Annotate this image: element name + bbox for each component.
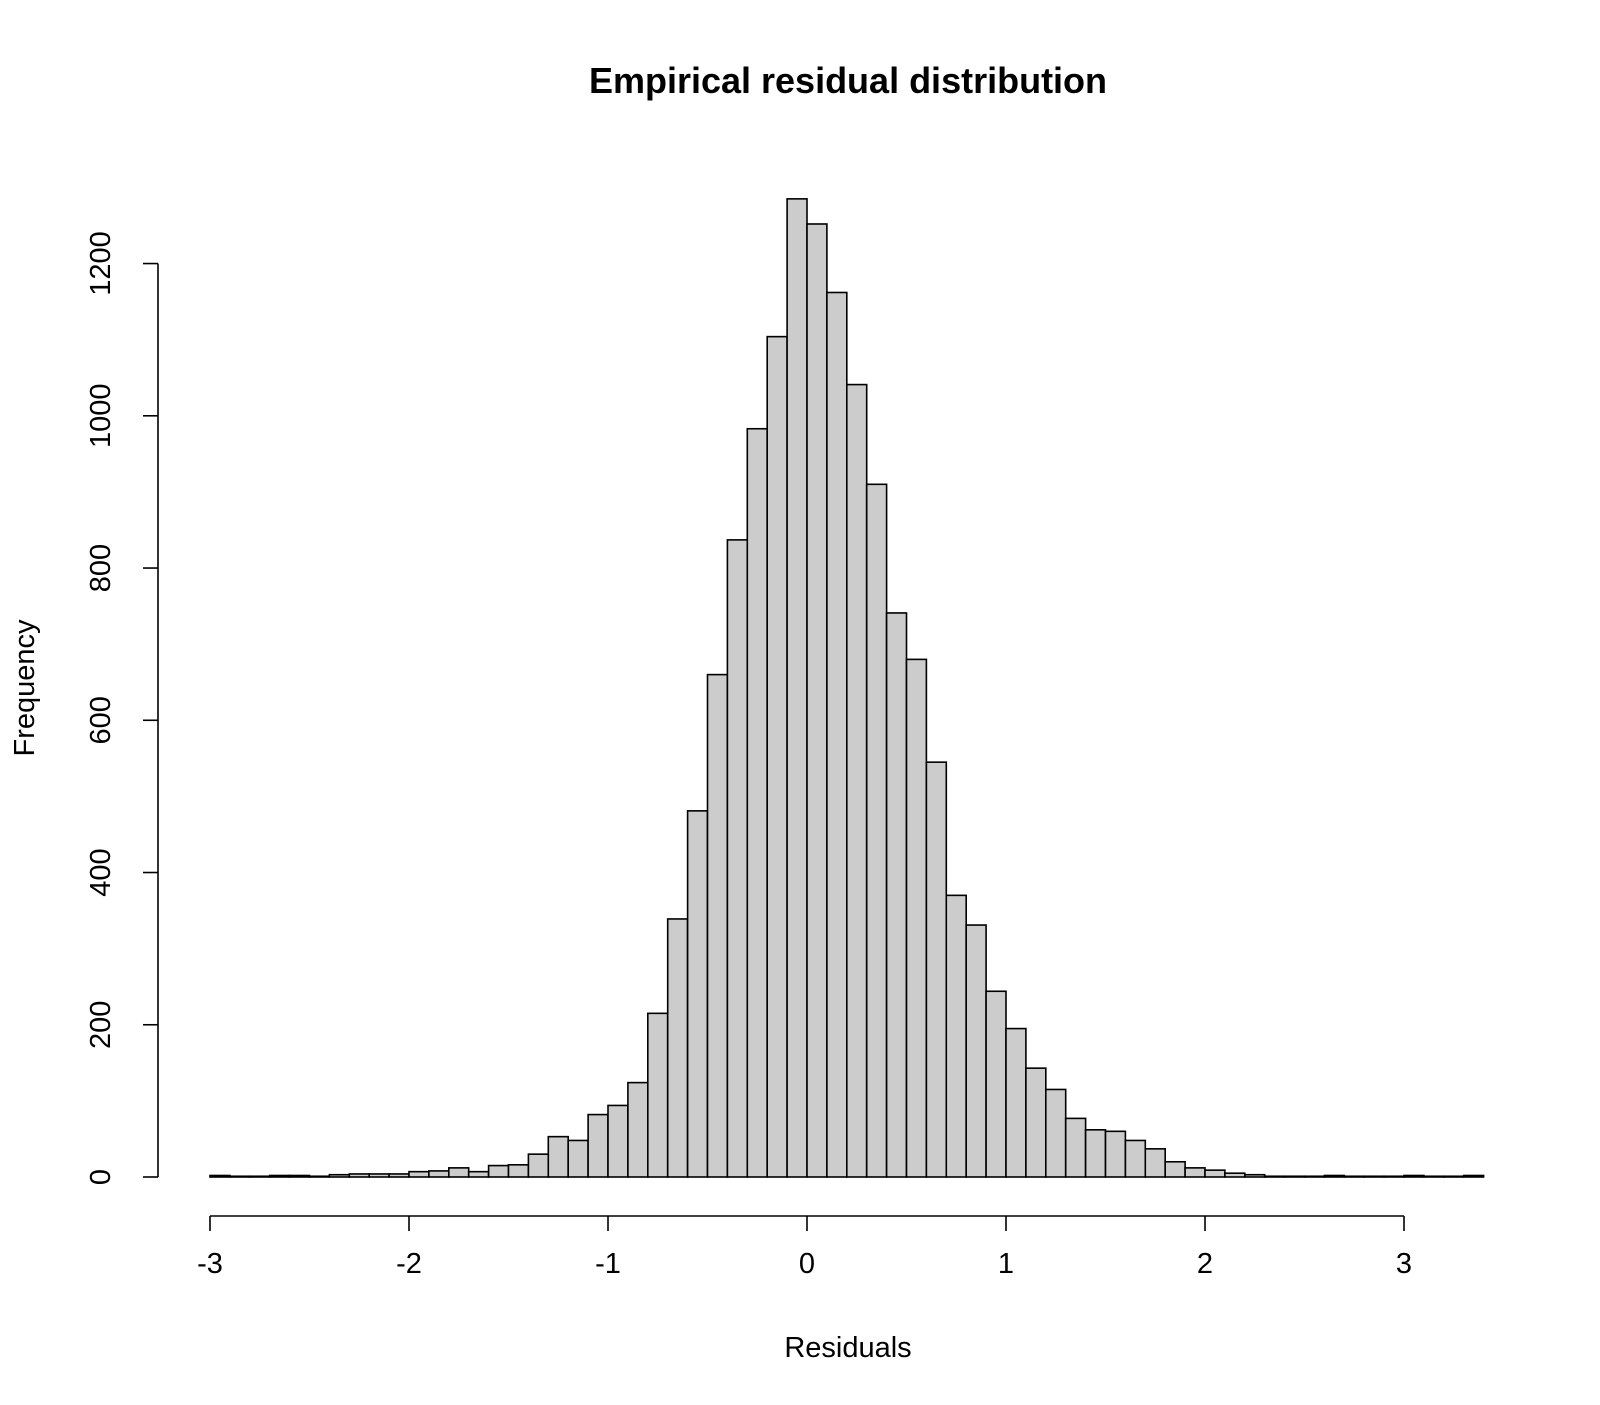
histogram-bar bbox=[806, 223, 828, 1178]
x-tick-label: -2 bbox=[396, 1248, 422, 1280]
histogram-bar bbox=[1443, 1175, 1465, 1178]
y-tick-label: 400 bbox=[85, 848, 117, 896]
histogram-bar bbox=[786, 198, 808, 1178]
histogram-bar bbox=[1363, 1175, 1385, 1178]
histogram-bar bbox=[666, 918, 689, 1178]
histogram-bar bbox=[587, 1113, 609, 1178]
histogram-bar bbox=[945, 894, 967, 1178]
histogram-bar bbox=[1343, 1175, 1366, 1178]
y-tick-label: 800 bbox=[85, 544, 117, 592]
histogram-bar bbox=[1005, 1027, 1027, 1178]
x-axis-title: Residuals bbox=[784, 1332, 911, 1364]
histogram-bar bbox=[706, 673, 729, 1178]
y-axis-title: Frequency bbox=[9, 619, 41, 757]
histogram-bar bbox=[1025, 1067, 1047, 1178]
x-tick-label: 2 bbox=[1197, 1248, 1213, 1280]
histogram-bar bbox=[1064, 1117, 1087, 1178]
y-tick-label: 0 bbox=[85, 1169, 117, 1185]
x-axis: -3 -2 -1 0 1 2 3 bbox=[197, 1215, 1412, 1280]
histogram-bar bbox=[726, 539, 749, 1178]
histogram-bar bbox=[646, 1012, 669, 1178]
histogram-bar bbox=[905, 658, 928, 1178]
histogram-bar bbox=[627, 1081, 649, 1178]
x-tick-label: 0 bbox=[799, 1248, 815, 1280]
y-tick-label: 1200 bbox=[85, 231, 117, 296]
histogram-bar bbox=[845, 383, 868, 1178]
histogram-bar bbox=[607, 1104, 629, 1178]
histogram-bar bbox=[1462, 1174, 1485, 1178]
histogram-bar bbox=[249, 1175, 271, 1178]
histogram-bar bbox=[1263, 1175, 1286, 1178]
histogram-bar bbox=[1164, 1160, 1186, 1178]
histogram-bar bbox=[308, 1175, 331, 1178]
x-tick-label: -1 bbox=[595, 1248, 621, 1280]
histogram-bar bbox=[229, 1175, 251, 1178]
histogram-bar bbox=[567, 1139, 589, 1178]
histogram-bar bbox=[527, 1153, 550, 1178]
histogram-bar bbox=[268, 1174, 291, 1178]
histogram-bar bbox=[1423, 1175, 1445, 1178]
histogram-bars bbox=[209, 198, 1485, 1178]
y-axis: 0 200 400 600 800 1000 1200 bbox=[85, 231, 159, 1185]
histogram-bar bbox=[388, 1173, 410, 1178]
histogram-bar bbox=[547, 1135, 569, 1178]
histogram-bar bbox=[487, 1164, 510, 1178]
y-tick-label: 200 bbox=[85, 1001, 117, 1049]
chart-title: Empirical residual distribution bbox=[589, 60, 1107, 101]
histogram-bar bbox=[1383, 1175, 1405, 1178]
histogram-bar bbox=[328, 1173, 351, 1178]
histogram-bar bbox=[368, 1173, 390, 1178]
y-tick-label: 1000 bbox=[85, 384, 117, 449]
histogram-bar bbox=[1104, 1130, 1127, 1178]
histogram-bar bbox=[1184, 1167, 1206, 1178]
histogram-bar bbox=[1124, 1139, 1147, 1178]
histogram-bar bbox=[1144, 1148, 1167, 1178]
histogram-bar bbox=[1204, 1169, 1226, 1178]
histogram-bar bbox=[925, 761, 948, 1178]
histogram-bar bbox=[348, 1173, 370, 1178]
histogram-bar bbox=[1303, 1175, 1326, 1178]
x-tick-label: 3 bbox=[1396, 1248, 1412, 1280]
y-tick-label: 600 bbox=[85, 696, 117, 744]
histogram-bar bbox=[985, 990, 1007, 1178]
histogram-bar bbox=[1084, 1129, 1107, 1178]
x-tick-label: 1 bbox=[998, 1248, 1014, 1280]
x-tick-label: -3 bbox=[197, 1248, 223, 1280]
histogram-bar bbox=[447, 1167, 470, 1178]
histogram-bar bbox=[1283, 1175, 1306, 1178]
histogram-bar bbox=[467, 1170, 490, 1178]
histogram-bar bbox=[746, 427, 768, 1178]
histogram-bar bbox=[1224, 1172, 1246, 1178]
histogram-bar bbox=[885, 612, 908, 1178]
histogram-bar bbox=[209, 1174, 231, 1178]
histogram-bar bbox=[865, 483, 888, 1178]
histogram-bar bbox=[507, 1164, 530, 1178]
histogram-bar bbox=[428, 1170, 450, 1178]
histogram-bar bbox=[1244, 1173, 1266, 1178]
histogram-bar bbox=[766, 335, 788, 1178]
histogram-bar bbox=[826, 291, 848, 1178]
histogram-bar bbox=[1323, 1174, 1346, 1178]
histogram-bar bbox=[408, 1170, 430, 1178]
histogram-bar bbox=[1403, 1174, 1425, 1178]
histogram-bar bbox=[686, 810, 709, 1178]
histogram-bar bbox=[288, 1174, 311, 1178]
histogram-bar bbox=[1045, 1088, 1067, 1178]
histogram-bar bbox=[965, 924, 987, 1178]
